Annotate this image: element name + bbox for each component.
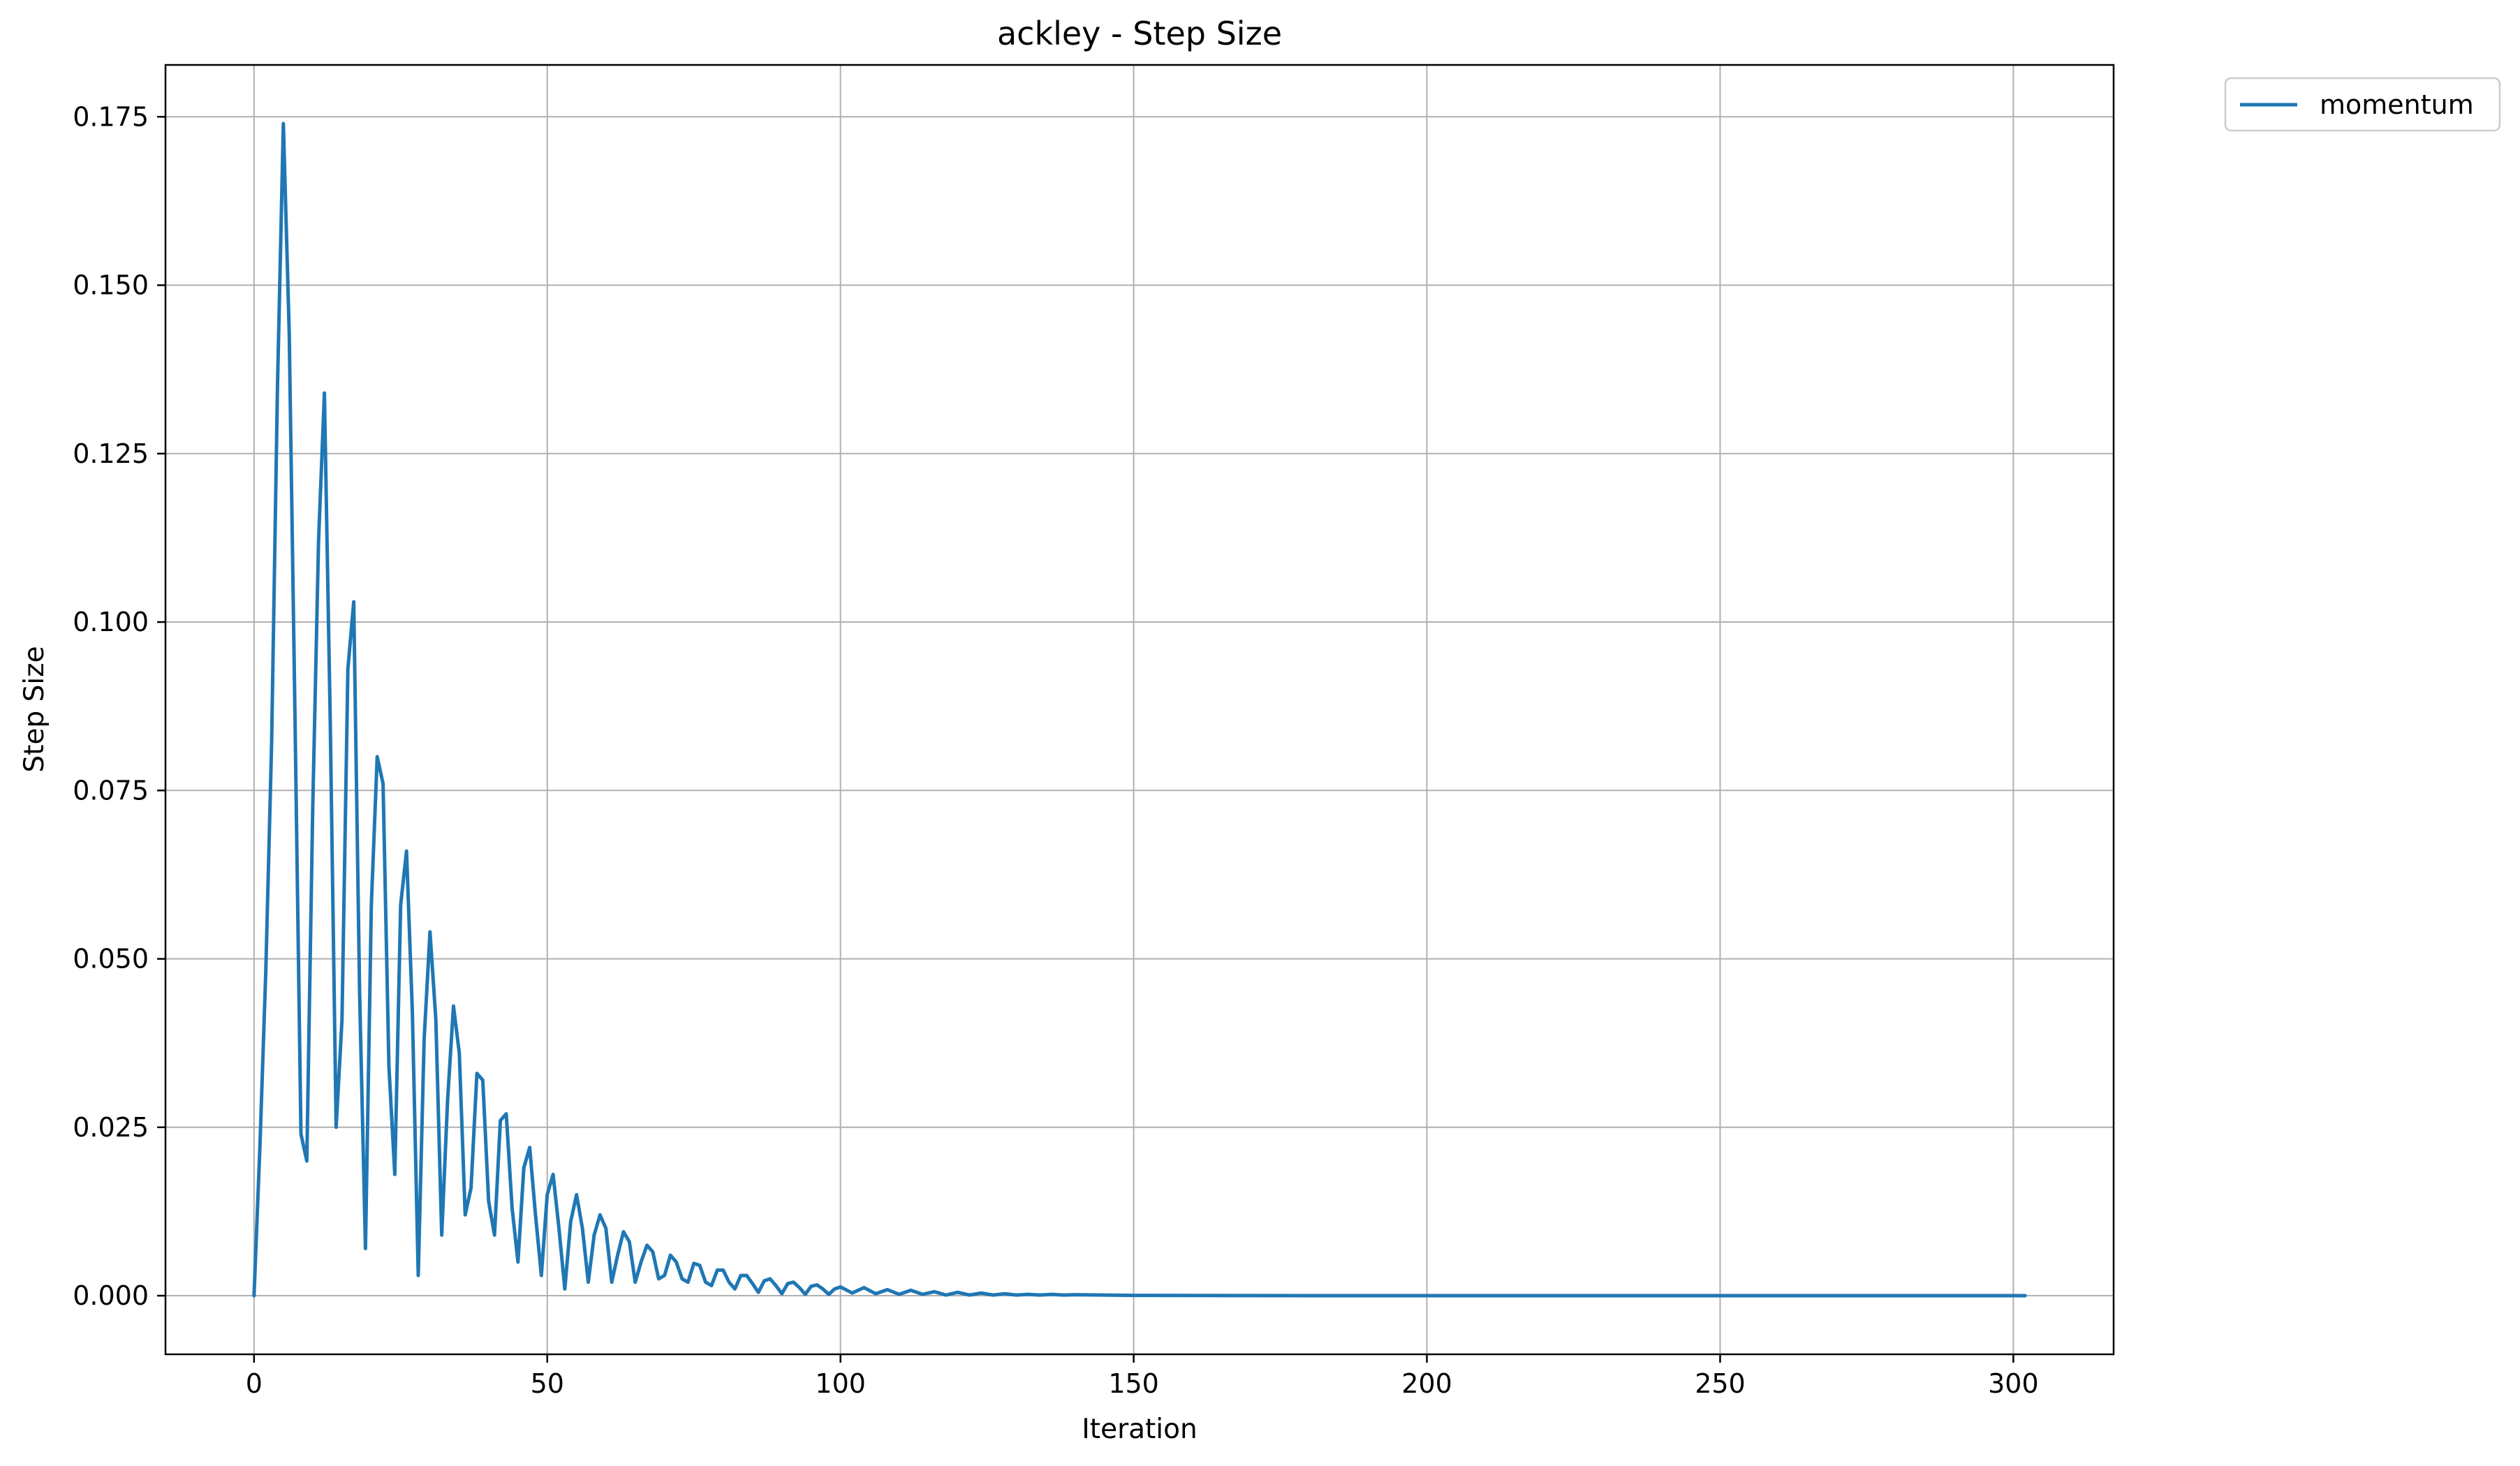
y-axis: 0.000 0.025 0.050 0.075 0.100 0.125 0.150 0.175: [73, 101, 165, 1311]
legend-label-momentum: momentum: [2320, 89, 2474, 120]
x-tick-label: 50: [531, 1368, 564, 1399]
y-tick-label: 0.075: [73, 775, 149, 806]
y-tick-label: 0.100: [73, 607, 149, 637]
legend-box: [2224, 77, 2501, 132]
series-line-momentum: [252, 121, 2027, 1298]
plot-area-background: [165, 65, 2114, 1354]
y-tick-label: 0.025: [73, 1112, 149, 1143]
y-tick-label: 0.150: [73, 270, 149, 301]
y-tick-label: 0.000: [73, 1280, 149, 1311]
x-tick-label: 150: [1108, 1368, 1159, 1399]
series-layer: [252, 121, 2027, 1298]
x-axis-label: Iteration: [1082, 1414, 1197, 1445]
y-tick-label: 0.125: [73, 438, 149, 469]
x-tick-label: 200: [1401, 1368, 1452, 1399]
y-tick-label: 0.175: [73, 101, 149, 132]
plot-frame: [164, 64, 2115, 1356]
x-tick-label: 100: [815, 1368, 866, 1399]
chart-title: ackley - Step Size: [997, 15, 1282, 52]
y-axis-label: Step Size: [19, 646, 50, 772]
x-tick-label: 0: [246, 1368, 263, 1399]
x-axis: 0 50 100 150 200 250 300: [246, 1354, 2039, 1399]
y-tick-label: 0.050: [73, 944, 149, 975]
legend: momentum: [2224, 77, 2501, 132]
grid-lines: [165, 65, 2114, 1354]
x-tick-label: 300: [1988, 1368, 2039, 1399]
x-tick-label: 250: [1695, 1368, 1746, 1399]
